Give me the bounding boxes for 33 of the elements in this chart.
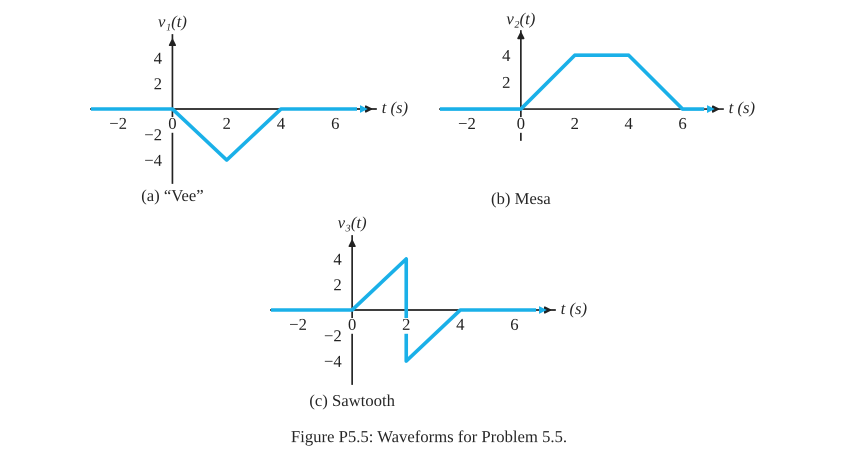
text: (a) “Vee” bbox=[142, 189, 203, 205]
x-tick-label: 0 bbox=[517, 118, 524, 130]
x-tick-label: −2 bbox=[110, 118, 126, 129]
x-tick-label: 6 bbox=[510, 318, 518, 330]
x-tick-label: 0 bbox=[168, 118, 176, 130]
text: (b) Mesa bbox=[492, 192, 550, 208]
x-tick-label: 2 bbox=[402, 318, 410, 330]
x-axis-title: t (s) bbox=[382, 101, 408, 117]
text: (c) Sawtooth bbox=[310, 394, 395, 410]
x-tick-label: 4 bbox=[624, 118, 633, 129]
y-tick-label: −2 bbox=[145, 129, 162, 140]
x-tick-label: 4 bbox=[456, 318, 464, 330]
y-tick-label: −2 bbox=[324, 330, 341, 342]
y-tick-label: 4 bbox=[334, 254, 342, 265]
x-tick-label: 2 bbox=[571, 118, 578, 129]
y-axis-title: v₂(t) bbox=[506, 12, 535, 28]
x-tick-label: 4 bbox=[277, 118, 285, 129]
y-axis-title: v₃(t) bbox=[338, 216, 366, 232]
x-tick-label: −2 bbox=[290, 318, 306, 330]
y-tick-label: 2 bbox=[334, 279, 341, 290]
x-axis-title: t (s) bbox=[561, 302, 587, 318]
x-axis-title: t (s) bbox=[729, 101, 755, 117]
y-tick-label: 4 bbox=[154, 52, 162, 64]
y-tick-label: −4 bbox=[324, 356, 342, 367]
y-tick-label: 2 bbox=[154, 78, 162, 90]
x-tick-label: −2 bbox=[458, 118, 475, 129]
x-tick-label: 6 bbox=[332, 118, 339, 130]
y-tick-label: −4 bbox=[145, 154, 162, 166]
x-tick-label: 6 bbox=[679, 118, 686, 130]
x-tick-label: 2 bbox=[223, 118, 230, 129]
y-axis-title: v₁(t) bbox=[158, 15, 186, 31]
caption: Figure P5.5: Waveforms for Problem 5.5. bbox=[291, 430, 566, 446]
x-tick-label: 0 bbox=[348, 318, 356, 330]
